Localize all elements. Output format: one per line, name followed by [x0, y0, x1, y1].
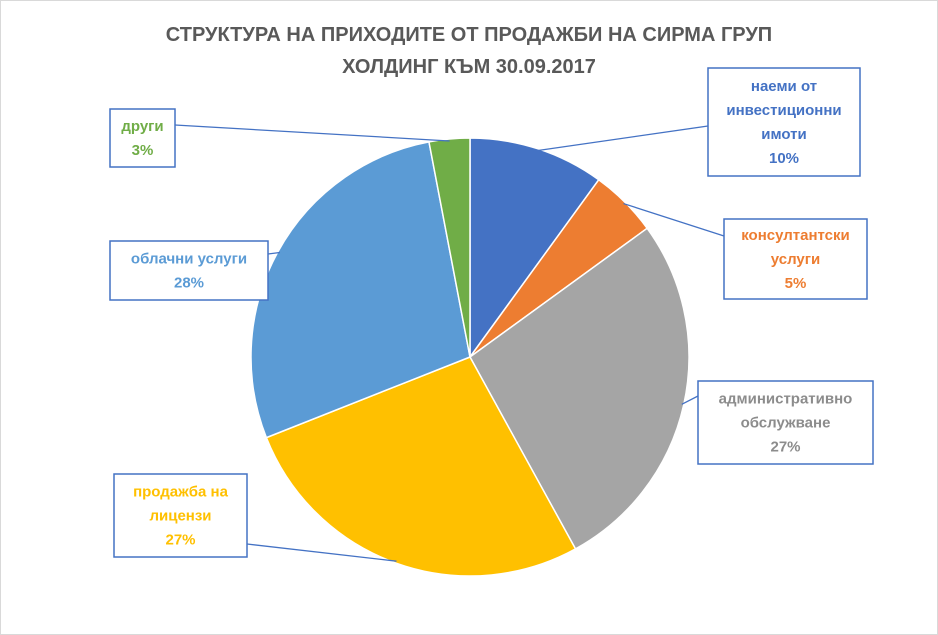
data-label-name-cloud-0: облачни услуги [131, 251, 247, 268]
data-label-cloud: облачни услуги 28% [109, 240, 269, 301]
slices-layer [250, 137, 690, 577]
pie-slice-admin [469, 227, 690, 550]
data-label-value-admin: 27% [770, 439, 800, 456]
leader-line-licenses [246, 543, 397, 562]
data-label-rent: наеми от инвестиционни имоти 10% [707, 67, 861, 177]
data-label-name-licenses-0: продажба на [133, 484, 229, 501]
leader-line-rent [536, 125, 709, 152]
data-label-value-cloud: 28% [174, 275, 204, 292]
data-label-value-other: 3% [132, 142, 154, 159]
data-label-name-other-0: други [121, 118, 163, 135]
chart-title-line-2: ХОЛДИНГ КЪМ 30.09.2017 [342, 56, 596, 78]
data-label-name-licenses-1: лицензи [149, 508, 211, 525]
data-labels-layer: наеми от инвестиционни имоти 10% консултантс… [109, 67, 874, 558]
leader-line-cloud [267, 251, 280, 255]
data-label-box-admin [697, 380, 874, 465]
data-label-admin: административно обслужване 27% [697, 380, 874, 465]
data-label-other: други 3% [109, 108, 176, 168]
data-label-value-consulting: 5% [785, 275, 807, 292]
data-label-box-consulting [723, 218, 868, 300]
data-label-name-rent-1: инвестиционни [726, 102, 841, 119]
data-label-name-admin-1: обслужване [741, 415, 831, 432]
leader-lines-layer [174, 124, 725, 562]
pie-slice-other [428, 137, 471, 358]
data-label-name-admin-0: административно [719, 391, 853, 408]
data-label-name-consulting-1: услуги [771, 251, 820, 268]
data-label-box-other [109, 108, 176, 168]
pie-slice-licenses [265, 356, 577, 577]
pie-slice-rent [469, 137, 600, 360]
data-label-licenses: продажба на лицензи 27% [113, 473, 248, 558]
data-label-name-rent-2: имоти [761, 126, 806, 143]
pie-slice-cloud [250, 141, 471, 439]
data-label-value-licenses: 27% [165, 532, 195, 549]
data-label-box-rent [707, 67, 861, 177]
data-label-name-consulting-0: консултантски [741, 227, 850, 244]
chart-title-line-1: СТРУКТУРА НА ПРИХОДИТЕ ОТ ПРОДАЖБИ НА СИ… [166, 24, 772, 46]
leader-line-admin [681, 395, 699, 405]
data-label-box-cloud [109, 240, 269, 301]
data-label-name-rent-0: наеми от [751, 78, 817, 95]
data-label-value-rent: 10% [769, 150, 799, 167]
leader-line-other [174, 124, 450, 142]
data-label-consulting: консултантски услуги 5% [723, 218, 868, 300]
leader-line-consulting [623, 202, 725, 237]
data-label-box-licenses [113, 473, 248, 558]
